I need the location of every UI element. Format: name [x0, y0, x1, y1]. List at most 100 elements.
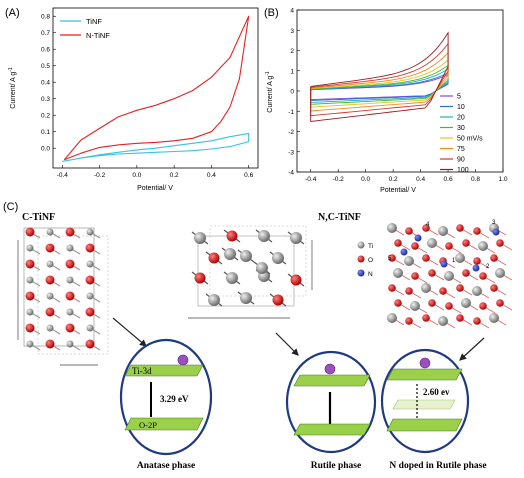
- ti-atom: [258, 230, 270, 242]
- o-atom: [428, 269, 436, 277]
- o-atom: [85, 339, 95, 349]
- o-atom: [272, 294, 284, 306]
- ti-atom: [410, 301, 420, 311]
- panel-b-xlabel: Potential/ V: [380, 187, 416, 194]
- o-atom: [405, 227, 413, 235]
- y-tick-label: 0.6: [41, 47, 50, 54]
- o-atom: [445, 242, 453, 250]
- o-atom: [422, 224, 430, 232]
- o-atom: [496, 239, 504, 247]
- ti-atom: [427, 238, 437, 248]
- o-atom: [45, 339, 55, 349]
- o-atom-icon: [357, 255, 365, 263]
- ti-atom: [495, 268, 505, 278]
- o-atom: [428, 299, 436, 307]
- ti-atom: [226, 272, 238, 284]
- ti-atom: [86, 324, 94, 332]
- legend-label-5: 5: [457, 94, 461, 101]
- x-tick-label: 1.0: [498, 176, 507, 183]
- ti-atom: [472, 286, 482, 296]
- o-atom: [490, 284, 498, 292]
- n-atom: [472, 264, 480, 272]
- ti-atom: [240, 250, 252, 262]
- o-atom: [479, 272, 487, 280]
- y-tick-label: -2: [288, 129, 294, 136]
- o-atom: [394, 299, 402, 307]
- ti-atom: [421, 283, 431, 293]
- n-atom: [414, 234, 422, 242]
- y-tick-label: 0: [290, 89, 294, 96]
- ti-atom: [66, 276, 74, 284]
- panel-a-legend: TiNF N-TiNF: [60, 17, 110, 40]
- atom-legend-n: N: [368, 271, 373, 278]
- x-tick-label: 0.8: [471, 176, 480, 183]
- x-tick-label: -0.2: [94, 172, 106, 179]
- site-labels: 4 3 5 1 2: [388, 220, 496, 270]
- ti-atom: [208, 294, 220, 306]
- panel-c: (C) C-TiNF N,C-TiNF Ti O N 4 3 5 1 2: [3, 201, 513, 471]
- o-atom: [394, 239, 402, 247]
- ti-atom: [66, 340, 74, 348]
- y-tick-label: 0.2: [41, 113, 50, 120]
- legend-label-100: 100: [457, 167, 469, 174]
- ti-atom: [26, 244, 34, 252]
- o-atom: [473, 227, 481, 235]
- o-atom: [388, 284, 396, 292]
- x-tick-label: 0.0: [132, 172, 141, 179]
- o-atom: [290, 274, 302, 286]
- x-tick-label: 0.2: [389, 176, 398, 183]
- panel-b-label: (B): [264, 7, 279, 19]
- ti-atom-icon: [357, 241, 365, 249]
- cv-loop-20: [310, 68, 449, 103]
- o-atom: [25, 227, 35, 237]
- o-atom: [462, 239, 470, 247]
- n-atom: [400, 248, 408, 256]
- o-atom: [25, 259, 35, 269]
- ti-atom: [272, 252, 284, 264]
- ti-atom: [387, 223, 397, 233]
- electron-icon: [324, 363, 336, 375]
- x-tick-label: 0.0: [361, 176, 370, 183]
- ti-atom: [387, 313, 397, 323]
- ti-atom: [66, 244, 74, 252]
- legend-label-n-tinf: N-TiNF: [86, 31, 110, 40]
- ti-atom: [26, 308, 34, 316]
- o-atom: [462, 269, 470, 277]
- legend-label-30: 30: [457, 125, 465, 132]
- n-doped-valence-band: [386, 418, 463, 432]
- n-doped-band-diagram: 2.60 ev: [380, 348, 470, 454]
- anatase-bottom-label: O-2P: [139, 420, 157, 430]
- o-atom: [445, 302, 453, 310]
- unit-cell-front: [197, 235, 295, 307]
- panel-b-ylabel: Current/ A g-1: [265, 71, 274, 113]
- y-tick-label: 0.0: [41, 146, 50, 153]
- unit-cell-front: [23, 227, 95, 347]
- arrow-to-anatase: [112, 317, 147, 347]
- cv-loop-90: [310, 42, 449, 117]
- o-atom: [388, 254, 396, 262]
- panel-a-ylabel: Current/ A g-1: [8, 67, 17, 109]
- site-label-1: 1: [452, 258, 456, 264]
- y-tick-label: 0.8: [41, 14, 50, 21]
- o-atom: [25, 291, 35, 301]
- x-tick-label: -0.4: [57, 172, 69, 179]
- o-atom: [208, 252, 220, 264]
- o-atom: [65, 291, 75, 301]
- legend-label-10: 10: [457, 104, 465, 111]
- ti-atom: [194, 232, 206, 244]
- cv-loop-100: [310, 31, 449, 123]
- rutile-band-diagram: [285, 350, 377, 454]
- arrow-to-n-doped: [459, 337, 485, 361]
- o-atom: [473, 317, 481, 325]
- anatase-top-label: Ti-3d: [132, 366, 152, 376]
- ti-atom: [478, 241, 488, 251]
- ti-atom: [438, 316, 448, 326]
- ti-atom: [444, 271, 454, 281]
- x-tick-label: 0.6: [444, 176, 453, 183]
- o-atom: [411, 242, 419, 250]
- legend-label-50: 50 mV/s: [457, 136, 483, 143]
- ti-atom: [46, 260, 54, 268]
- y-tick-label: -4: [288, 170, 294, 177]
